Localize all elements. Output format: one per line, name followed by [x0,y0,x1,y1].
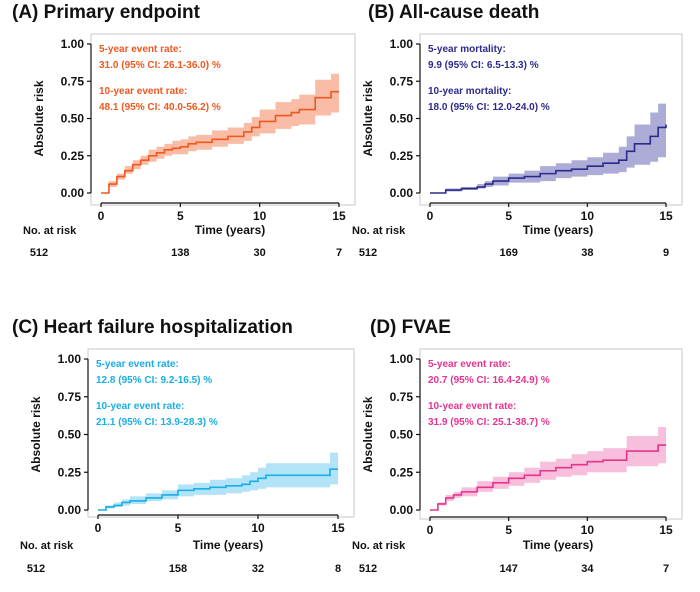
y-tick-label: 0.50 [390,428,414,442]
x-axis-label: Time (years) [523,538,593,552]
annotation-line2-label: 10-year event rate: [96,401,184,412]
no-at-risk-value: 32 [252,563,264,575]
no-at-risk-value: 169 [499,247,517,259]
y-tick-label: 1.00 [390,352,414,366]
panel-2: (C) Heart failure hospitalization 0.00 0.2… [12,317,355,575]
y-axis-label: Absolute risk [32,80,46,156]
y-tick-label: 0.75 [61,74,85,88]
x-tick-label: 10 [581,209,595,223]
no-at-risk-value: 30 [254,247,266,259]
no-at-risk-value: 7 [336,247,342,259]
risk-curve [430,444,666,511]
annotation-line2-value: 31.9 (95% CI: 25.1-38.7) % [428,417,550,428]
no-at-risk-label: No. at risk [20,540,74,552]
y-tick-label: 1.00 [390,37,414,51]
x-tick-label: 0 [98,209,105,223]
no-at-risk-value: 512 [359,247,377,259]
x-tick-label: 15 [331,521,345,535]
y-tick-label: 0.25 [58,465,82,479]
y-tick-label: 0.25 [61,149,85,163]
y-tick-label: 1.00 [58,352,82,366]
risk-curve [430,124,667,194]
annotation-line1-label: 5-year event rate: [428,359,511,370]
x-tick-label: 5 [505,209,512,223]
ci-band [98,452,338,510]
annotation-line2-label: 10-year mortality: [428,86,511,97]
risk-curve [101,90,339,194]
x-tick-label: 5 [175,521,182,535]
y-tick-label: 0.00 [390,503,414,517]
no-at-risk-value: 8 [335,563,341,575]
no-at-risk-label: No. at risk [23,225,77,237]
annotation-line2-label: 10-year event rate: [428,401,516,412]
x-axis-label: Time (years) [523,223,593,237]
panel-0: (A) Primary endpoint 0.00 0.25 0.50 0.75 1.00… [12,2,356,259]
x-tick-label: 15 [659,523,673,537]
y-axis-label: Absolute risk [361,396,375,472]
annotation-line1-value: 9.9 (95% CI: 6.5-13.3) % [428,60,539,71]
no-at-risk-value: 512 [30,247,48,259]
x-axis-label: Time (years) [193,538,263,552]
y-tick-label: 0.75 [390,74,414,88]
no-at-risk-value: 7 [663,563,669,575]
x-tick-label: 0 [427,523,434,537]
annotation-line2-value: 18.0 (95% CI: 12.0-24.0) % [428,102,550,113]
y-tick-label: 0.50 [390,112,414,126]
annotation-line1-value: 20.7 (95% CI: 16.4-24.9) % [428,375,550,386]
x-tick-label: 15 [659,209,673,223]
x-tick-label: 5 [177,209,184,223]
annotation-line1-value: 12.8 (95% CI: 9.2-16.5) % [96,375,212,386]
panel-title: (D) FVAE [370,317,451,338]
y-tick-label: 1.00 [61,37,85,51]
no-at-risk-value: 34 [581,563,594,575]
x-axis-label: Time (years) [195,223,265,237]
y-tick-label: 0.25 [390,465,414,479]
x-tick-label: 10 [581,523,595,537]
no-at-risk-value: 38 [581,247,593,259]
risk-curve [98,468,338,511]
x-tick-label: 10 [253,209,267,223]
no-at-risk-value: 9 [663,247,669,259]
annotation-line2-label: 10-year event rate: [99,86,187,97]
y-tick-label: 0.25 [390,149,414,163]
x-tick-label: 5 [505,523,512,537]
no-at-risk-label: No. at risk [352,225,406,237]
y-axis-label: Absolute risk [29,396,43,472]
y-tick-label: 0.75 [58,390,82,404]
no-at-risk-value: 147 [499,563,517,575]
y-tick-label: 0.75 [390,390,414,404]
panel-title: (A) Primary endpoint [12,2,201,23]
ci-band [430,426,666,510]
ci-band [430,100,666,193]
annotation-line2-value: 48.1 (95% CI: 40.0-56.2) % [99,102,221,113]
no-at-risk-value: 138 [171,247,189,259]
y-axis-label: Absolute risk [361,80,375,156]
panel-1: (B) All-cause death 0.00 0.25 0.50 0.75 1.00 A… [352,2,683,259]
no-at-risk-value: 158 [169,563,187,575]
panel-3: (D) FVAE 0.00 0.25 0.50 0.75 1.00 Absolute ris… [352,317,683,575]
x-tick-label: 0 [95,521,102,535]
y-tick-label: 0.50 [58,428,82,442]
panel-title: (B) All-cause death [368,2,539,23]
annotation-line1-label: 5-year mortality: [428,44,506,55]
x-tick-label: 15 [332,209,346,223]
no-at-risk-value: 512 [359,563,377,575]
panel-title: (C) Heart failure hospitalization [12,317,293,338]
y-tick-label: 0.00 [61,186,85,200]
annotation-line1-label: 5-year event rate: [99,44,182,55]
x-tick-label: 10 [251,521,265,535]
y-tick-label: 0.00 [390,186,414,200]
y-tick-label: 0.50 [61,112,85,126]
y-tick-label: 0.00 [58,503,82,517]
annotation-line1-value: 31.0 (95% CI: 26.1-36.0) % [99,60,221,71]
ci-band [101,73,339,193]
annotation-line1-label: 5-year event rate: [96,359,179,370]
no-at-risk-label: No. at risk [352,540,406,552]
x-tick-label: 0 [427,209,434,223]
no-at-risk-value: 512 [27,563,45,575]
annotation-line2-value: 21.1 (95% CI: 13.9-28.3) % [96,417,218,428]
